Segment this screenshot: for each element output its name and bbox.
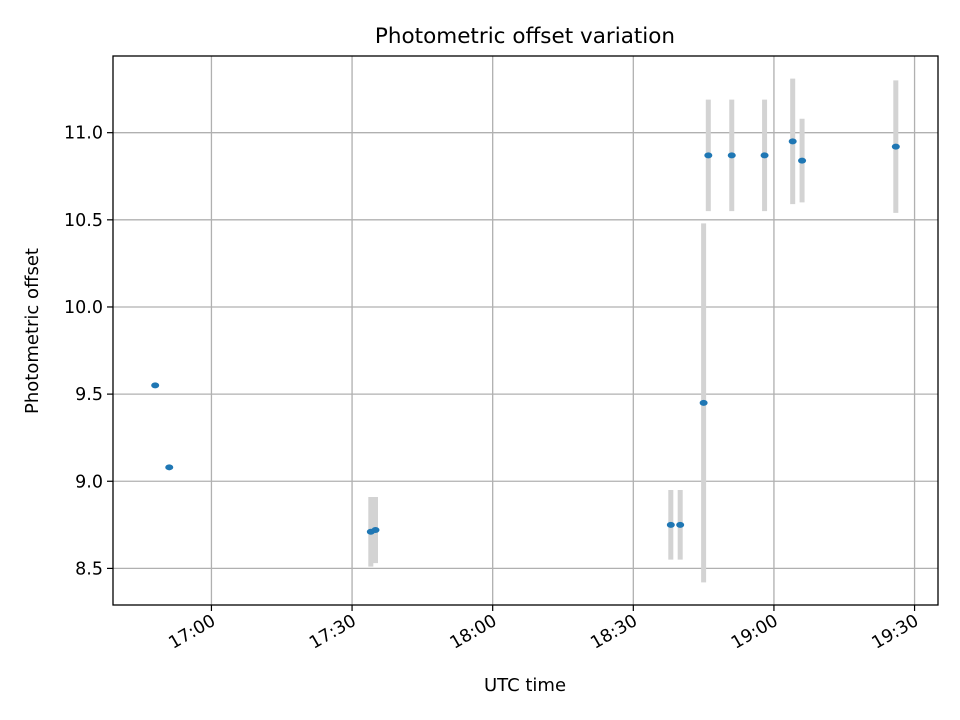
- data-point: [666, 521, 675, 528]
- data-point: [699, 399, 708, 406]
- data-points: [151, 138, 900, 535]
- plot-frame: [112, 55, 939, 606]
- data-point: [371, 527, 380, 534]
- data-point: [798, 157, 807, 164]
- data-point: [760, 152, 769, 159]
- data-point: [704, 152, 713, 159]
- y-tick-label: 9.0: [75, 472, 103, 492]
- data-point: [788, 138, 797, 145]
- y-axis-title: Photometric offset: [22, 248, 43, 414]
- grid-lines: [113, 56, 938, 605]
- y-tick-label: 9.5: [75, 385, 103, 405]
- y-tick-label: 8.5: [75, 559, 103, 579]
- data-point: [891, 143, 900, 150]
- data-point: [727, 152, 736, 159]
- y-tick-label: 11.0: [64, 124, 103, 144]
- data-point: [165, 464, 174, 471]
- data-point: [676, 521, 685, 528]
- x-axis-title: UTC time: [484, 675, 566, 696]
- data-point: [151, 382, 160, 389]
- y-tick-label: 10.0: [64, 298, 103, 318]
- chart-title: Photometric offset variation: [375, 24, 675, 49]
- y-tick-label: 10.5: [64, 211, 103, 231]
